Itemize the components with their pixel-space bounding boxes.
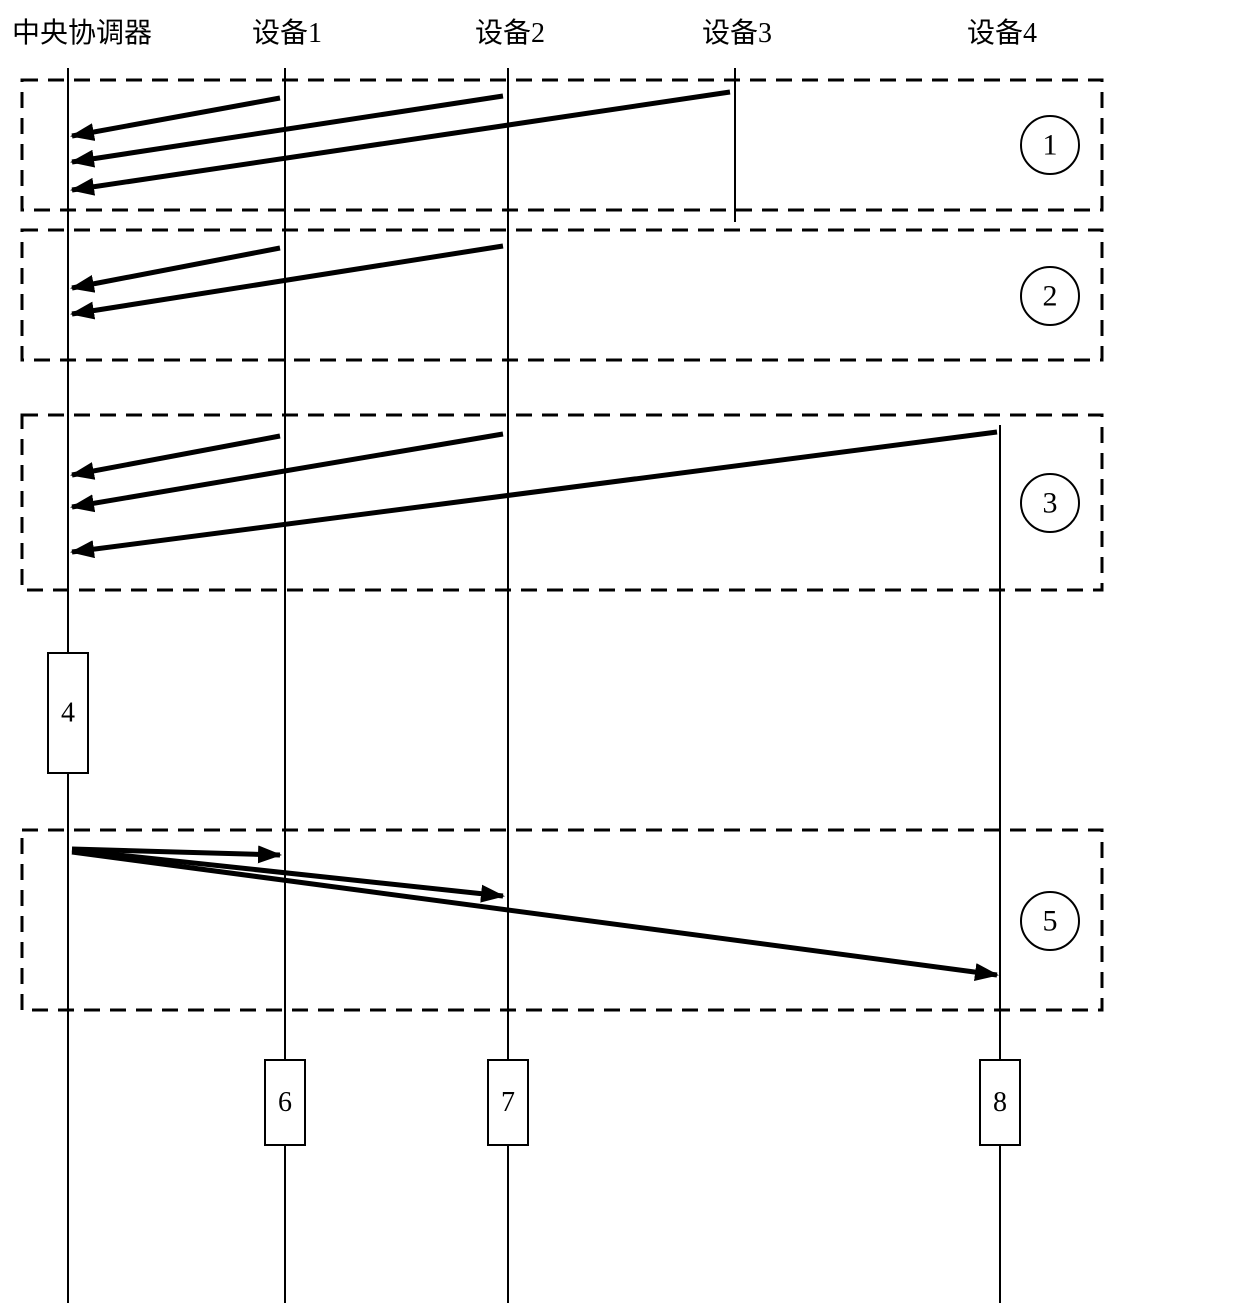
- phase-box-5: [22, 830, 1102, 1010]
- arrow-phase5-coord-to-dev4: [72, 852, 997, 975]
- arrow-phase2-dev1-to-coord: [72, 248, 280, 288]
- phase-number-5: 5: [1043, 905, 1058, 938]
- lane-label-dev2: 设备2: [475, 17, 545, 49]
- phase-number-1: 1: [1043, 129, 1058, 162]
- arrow-phase2-dev2-to-coord: [72, 246, 503, 314]
- activation-label-8: 8: [993, 1087, 1007, 1118]
- lane-label-dev3: 设备3: [702, 17, 772, 49]
- phase-number-2: 2: [1043, 280, 1058, 313]
- phase-number-3: 3: [1043, 487, 1058, 520]
- arrow-phase3-dev1-to-coord: [72, 436, 280, 475]
- lane-label-coord: 中央协调器: [12, 17, 152, 49]
- activation-label-4: 4: [61, 698, 75, 729]
- activation-label-7: 7: [501, 1087, 515, 1118]
- arrow-phase5-coord-to-dev2: [72, 850, 503, 896]
- arrow-phase1-dev1-to-coord: [72, 98, 280, 136]
- lane-label-dev1: 设备1: [252, 17, 322, 49]
- arrow-phase1-dev3-to-coord: [72, 92, 730, 190]
- activation-label-6: 6: [278, 1087, 292, 1118]
- lane-label-dev4: 设备4: [967, 17, 1037, 49]
- arrow-phase3-dev2-to-coord: [72, 434, 503, 507]
- arrow-phase1-dev2-to-coord: [72, 96, 503, 162]
